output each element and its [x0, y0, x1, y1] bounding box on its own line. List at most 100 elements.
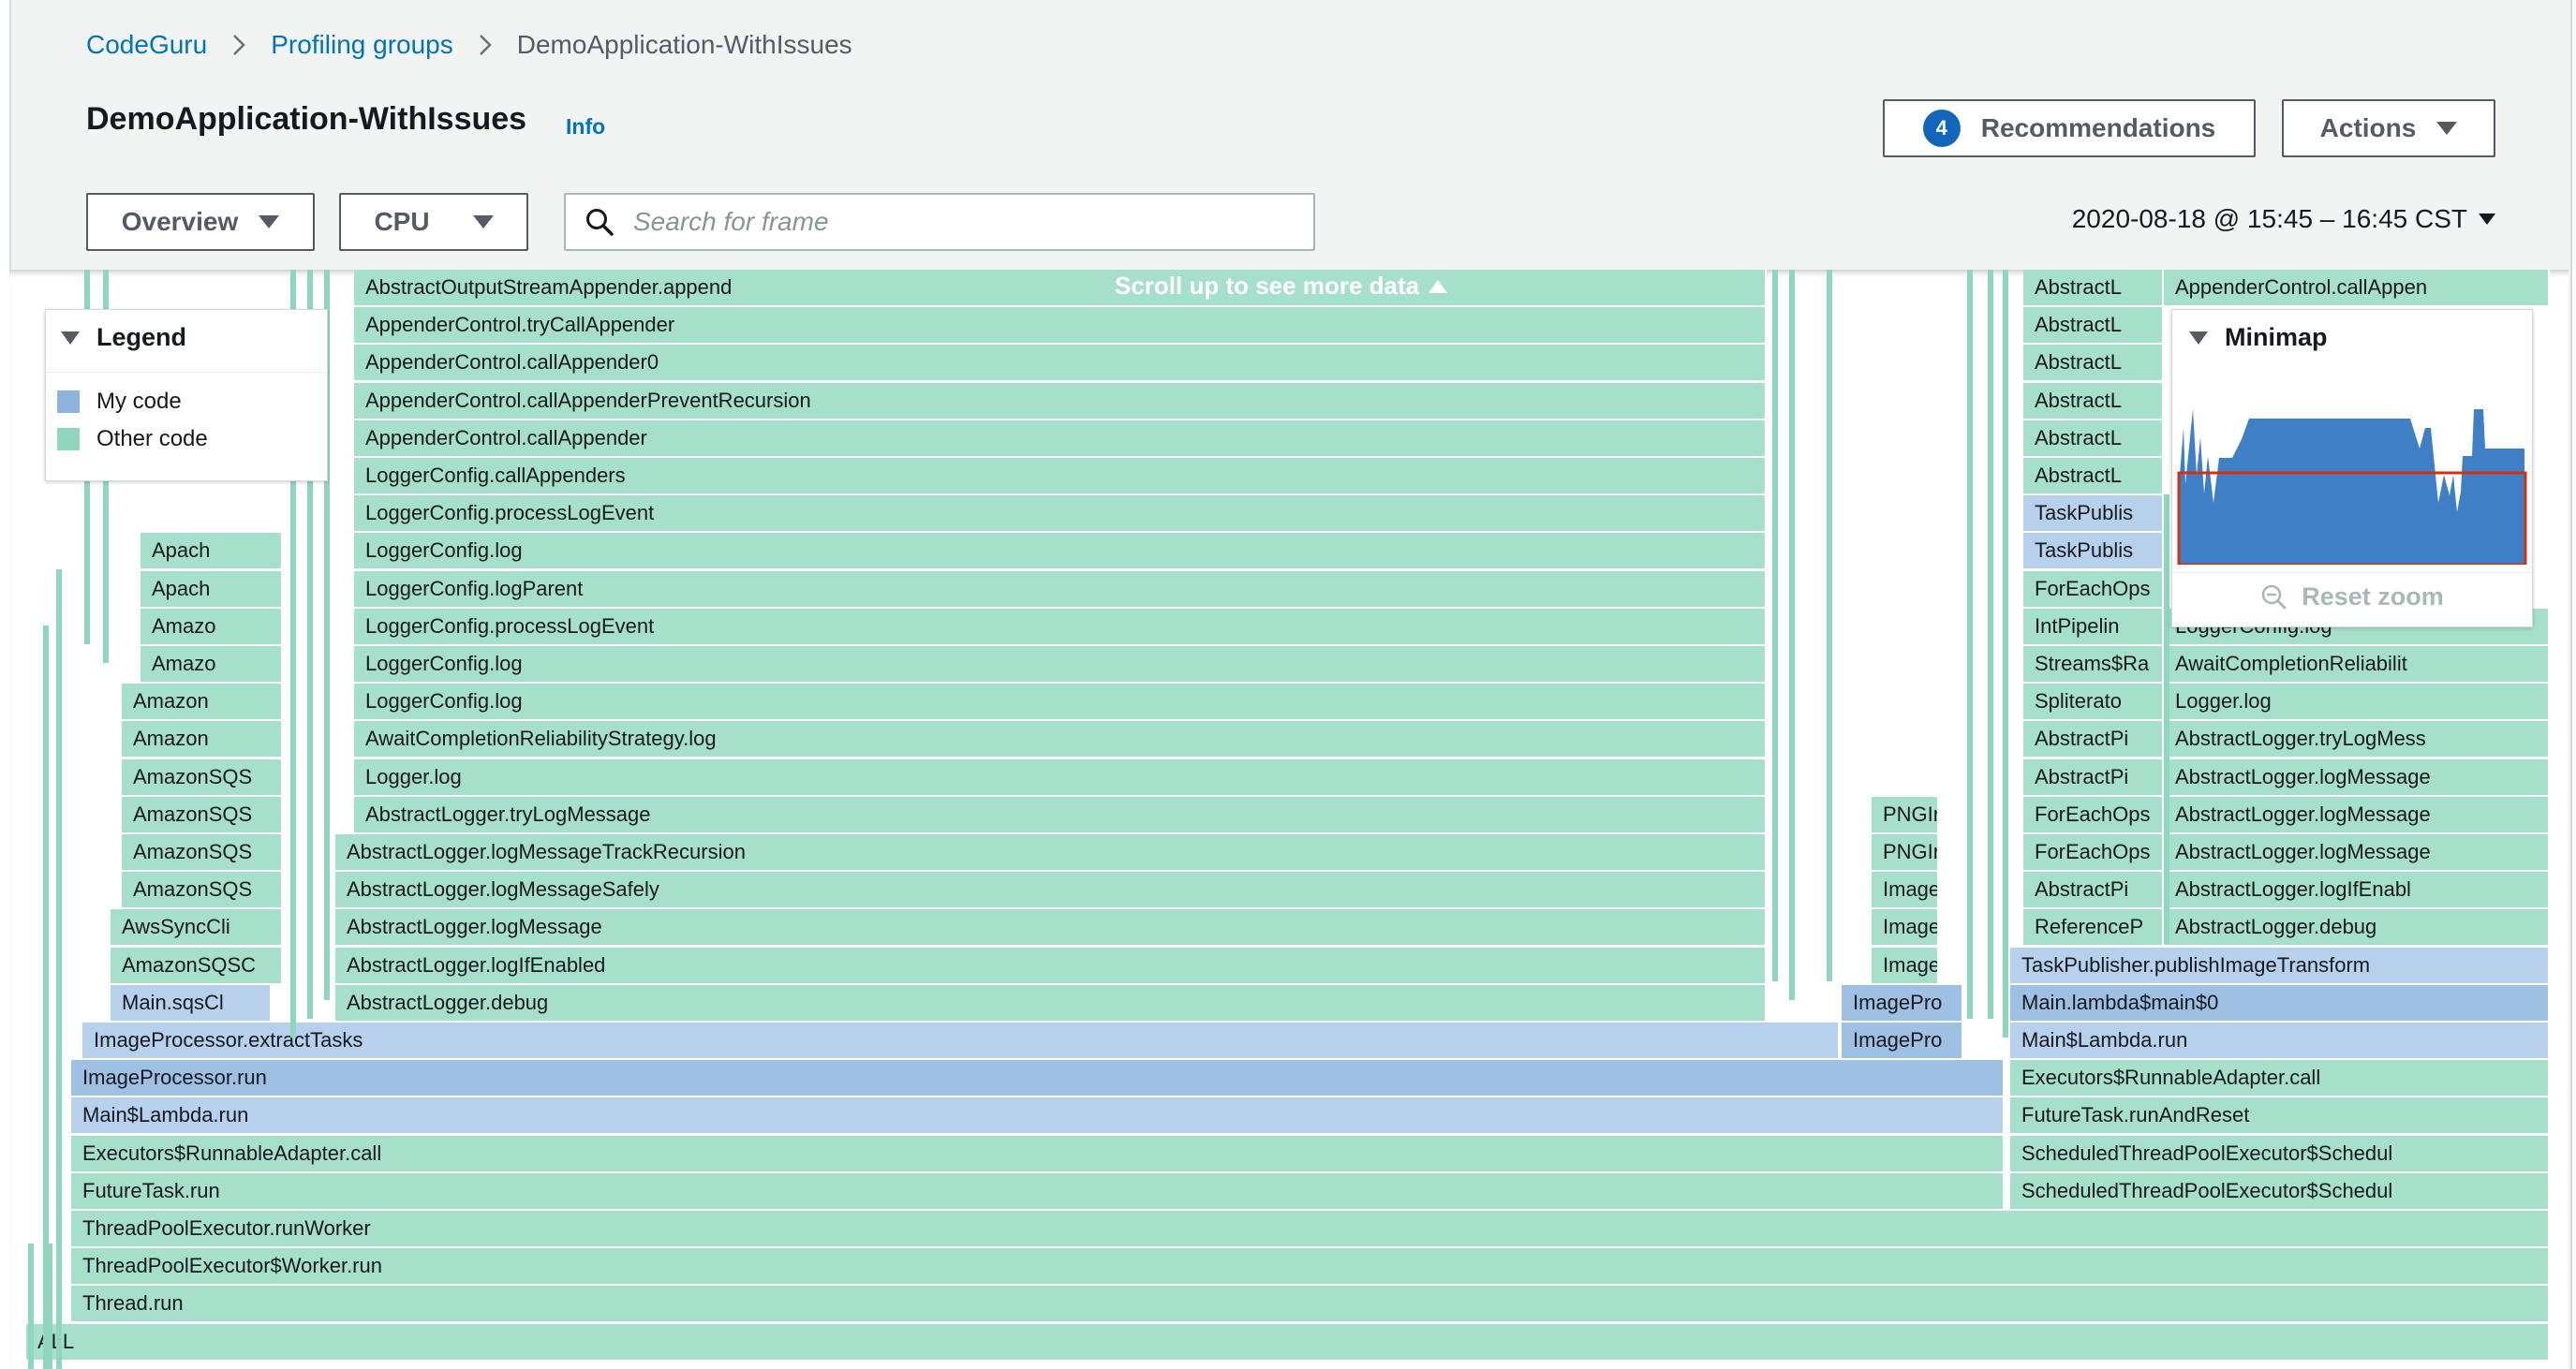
- flame-frame[interactable]: ForEachOps: [2023, 570, 2164, 607]
- flame-frame[interactable]: Image: [1872, 909, 1939, 946]
- flame-frame[interactable]: AbstractOutputStreamAppender.append: [354, 270, 1767, 305]
- flame-frame[interactable]: LoggerConfig.callAppenders: [354, 458, 1767, 493]
- legend-toggle[interactable]: Legend: [61, 323, 186, 352]
- flame-frame[interactable]: AbstractPi: [2023, 758, 2164, 795]
- flame-frame[interactable]: AbstractPi: [2023, 721, 2164, 758]
- flame-frame[interactable]: AbstractLogger.tryLogMessage: [354, 796, 1767, 832]
- flame-frame[interactable]: AbstractLogger.debug: [335, 984, 1767, 1021]
- actions-button[interactable]: Actions: [2282, 99, 2495, 157]
- breadcrumb-profiling-groups[interactable]: Profiling groups: [271, 30, 453, 59]
- flame-frame[interactable]: AbstractL: [2023, 382, 2164, 419]
- flame-frame[interactable]: AbstractLogger.logIfEnabled: [335, 947, 1767, 983]
- flame-frame[interactable]: ImagePro: [1842, 984, 1963, 1021]
- flame-frame[interactable]: AppenderControl.callAppender: [354, 420, 1767, 456]
- search-input[interactable]: [631, 206, 1291, 238]
- search-field[interactable]: [564, 193, 1315, 251]
- flame-frame[interactable]: LoggerConfig.logParent: [354, 570, 1767, 607]
- flame-frame[interactable]: Logger.log: [2164, 684, 2550, 720]
- flame-frame[interactable]: Main$Lambda.run: [2010, 1023, 2550, 1058]
- flame-graph[interactable]: AbstractOutputStreamAppender.append Abstr…: [9, 270, 2569, 1369]
- flame-frame[interactable]: ForEachOps: [2023, 796, 2164, 832]
- flame-frame[interactable]: ALL: [26, 1323, 2550, 1360]
- flame-frame[interactable]: Streams$Ra: [2023, 646, 2164, 682]
- flame-frame[interactable]: ImagePro: [1842, 1023, 1963, 1058]
- flame-frame[interactable]: Image: [1872, 872, 1939, 908]
- flame-frame[interactable]: AbstractLogger.logIfEnabl: [2164, 872, 2550, 908]
- flame-frame[interactable]: Image: [1872, 947, 1939, 983]
- info-link[interactable]: Info: [566, 114, 606, 139]
- flame-frame[interactable]: ThreadPoolExecutor.runWorker: [71, 1211, 2550, 1246]
- flame-frame[interactable]: PNGIm: [1872, 834, 1939, 870]
- flame-frame[interactable]: Spliterato: [2023, 684, 2164, 720]
- flame-frame[interactable]: ThreadPoolExecutor$Worker.run: [71, 1248, 2550, 1285]
- flame-frame[interactable]: IntPipelin: [2023, 608, 2164, 644]
- flame-frame[interactable]: Executors$RunnableAdapter.call: [71, 1135, 2005, 1171]
- flame-frame[interactable]: AwsSyncCli: [111, 909, 283, 946]
- flame-frame[interactable]: ForEachOps: [2023, 834, 2164, 870]
- flame-frame[interactable]: LoggerConfig.log: [354, 533, 1767, 569]
- flame-frame[interactable]: ScheduledThreadPoolExecutor$Schedul: [2010, 1172, 2550, 1209]
- flame-frame[interactable]: Apach: [141, 533, 283, 569]
- breadcrumb-codeguru[interactable]: CodeGuru: [86, 30, 208, 59]
- flame-frame[interactable]: FutureTask.run: [71, 1172, 2005, 1209]
- flame-frame[interactable]: LoggerConfig.processLogEvent: [354, 608, 1767, 644]
- reset-zoom-button[interactable]: Reset zoom: [2172, 572, 2532, 620]
- flame-frame[interactable]: TaskPublis: [2023, 495, 2164, 532]
- flame-frame[interactable]: AmazonSQS: [122, 834, 283, 870]
- flame-frame[interactable]: Main.sqsCl: [111, 984, 272, 1021]
- flame-frame[interactable]: ReferenceP: [2023, 909, 2164, 946]
- flame-frame[interactable]: AbstractL: [2023, 420, 2164, 456]
- view-select[interactable]: Overview: [86, 193, 315, 251]
- flame-frame[interactable]: AbstractLogger.logMessageSafely: [335, 872, 1767, 908]
- flame-sliver: [43, 626, 49, 1369]
- flame-frame[interactable]: AbstractL: [2023, 458, 2164, 493]
- flame-frame[interactable]: AwaitCompletionReliabilit: [2164, 646, 2550, 682]
- flame-frame[interactable]: Main.lambda$main$0: [2010, 984, 2550, 1021]
- flame-frame[interactable]: LoggerConfig.processLogEvent: [354, 495, 1767, 532]
- flame-frame[interactable]: AppenderControl.tryCallAppender: [354, 307, 1767, 344]
- flame-frame[interactable]: AppenderControl.callAppender0: [354, 345, 1767, 381]
- flame-frame[interactable]: Apach: [141, 570, 283, 607]
- flame-frame[interactable]: AbstractLogger.logMessage: [335, 909, 1767, 946]
- flame-frame[interactable]: AmazonSQS: [122, 796, 283, 832]
- flame-frame[interactable]: AbstractLogger.tryLogMess: [2164, 721, 2550, 758]
- flame-frame[interactable]: AbstractPi: [2023, 872, 2164, 908]
- flame-frame[interactable]: Thread.run: [71, 1286, 2550, 1322]
- flame-frame[interactable]: LoggerConfig.log: [354, 684, 1767, 720]
- flame-frame[interactable]: AbstractLogger.logMessage: [2164, 834, 2550, 870]
- flame-frame[interactable]: AbstractLogger.debug: [2164, 909, 2550, 946]
- flame-frame[interactable]: AppenderControl.callAppen: [2164, 270, 2550, 305]
- flame-frame[interactable]: ImageProcessor.run: [71, 1060, 2005, 1097]
- flame-frame[interactable]: Amazon: [122, 721, 283, 758]
- minimap-toggle[interactable]: Minimap: [2189, 323, 2328, 352]
- flame-frame[interactable]: Logger.log: [354, 758, 1767, 795]
- flame-frame[interactable]: AmazonSQSC: [111, 947, 283, 983]
- flame-frame[interactable]: AppenderControl.callAppenderPreventRecur…: [354, 382, 1767, 419]
- recommendations-button[interactable]: 4 Recommendations: [1883, 99, 2256, 157]
- flame-frame[interactable]: ScheduledThreadPoolExecutor$Schedul: [2010, 1135, 2550, 1171]
- flame-frame[interactable]: AbstractL: [2023, 270, 2164, 305]
- scroll-up-hint[interactable]: Scroll up to see more data: [1115, 272, 1448, 301]
- flame-frame[interactable]: Executors$RunnableAdapter.call: [2010, 1060, 2550, 1097]
- flame-frame[interactable]: AmazonSQS: [122, 758, 283, 795]
- flame-frame[interactable]: PNGIm: [1872, 796, 1939, 832]
- flame-frame[interactable]: Amazon: [122, 684, 283, 720]
- time-range-selector[interactable]: 2020-08-18 @ 15:45 – 16:45 CST: [2072, 204, 2495, 234]
- flame-frame[interactable]: TaskPublis: [2023, 533, 2164, 569]
- flame-frame[interactable]: AmazonSQS: [122, 872, 283, 908]
- flame-frame[interactable]: Main$Lambda.run: [71, 1097, 2005, 1134]
- flame-frame[interactable]: AbstractL: [2023, 345, 2164, 381]
- flame-frame[interactable]: LoggerConfig.log: [354, 646, 1767, 682]
- flame-frame[interactable]: FutureTask.runAndReset: [2010, 1097, 2550, 1134]
- flame-frame[interactable]: AwaitCompletionReliabilityStrategy.log: [354, 721, 1767, 758]
- flame-frame[interactable]: TaskPublisher.publishImageTransform: [2010, 947, 2550, 983]
- flame-frame[interactable]: AbstractL: [2023, 307, 2164, 344]
- flame-frame[interactable]: AbstractLogger.logMessage: [2164, 758, 2550, 795]
- flame-frame[interactable]: ImageProcessor.extractTasks: [82, 1023, 1840, 1058]
- metric-select[interactable]: CPU: [339, 193, 528, 251]
- minimap-chart[interactable]: [2176, 372, 2528, 565]
- flame-frame[interactable]: AbstractLogger.logMessageTrackRecursion: [335, 834, 1767, 870]
- flame-frame[interactable]: AbstractLogger.logMessage: [2164, 796, 2550, 832]
- flame-frame[interactable]: Amazo: [141, 608, 283, 644]
- flame-frame[interactable]: Amazo: [141, 646, 283, 682]
